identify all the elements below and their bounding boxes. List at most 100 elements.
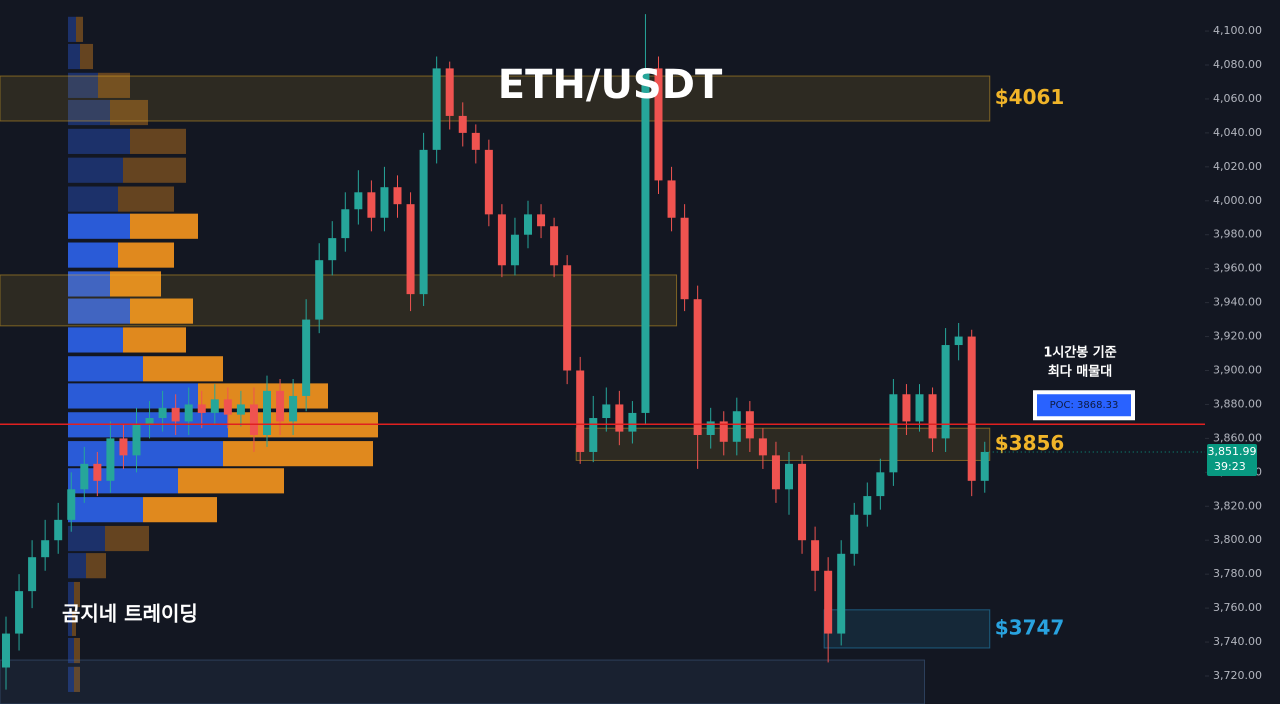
profile-sell: [76, 16, 83, 42]
candle-body: [315, 260, 324, 320]
candle-body: [758, 438, 767, 456]
candle-body: [706, 421, 715, 435]
profile-buy: [68, 43, 80, 70]
profile-buy: [68, 72, 98, 98]
profile-sell: [123, 157, 186, 183]
profile-buy: [68, 213, 130, 239]
candle-body: [263, 390, 271, 435]
chart-title: ETH/USDT: [498, 62, 723, 108]
profile-buy: [68, 383, 198, 409]
candle-body: [941, 345, 950, 439]
profile-buy: [68, 16, 76, 42]
y-tick-label: 4,040.00: [1213, 126, 1262, 139]
poc-label-box: [1037, 394, 1131, 417]
candle-body: [249, 404, 258, 435]
candle-body: [119, 438, 128, 456]
candle-body: [302, 319, 311, 396]
candle-body: [28, 557, 37, 592]
profile-buy: [68, 186, 118, 212]
candle-body: [771, 455, 780, 490]
profile-sell: [74, 581, 80, 608]
candle-body: [393, 187, 402, 205]
profile-sell: [98, 72, 130, 98]
candle-body: [145, 418, 154, 425]
candle-body: [54, 519, 63, 541]
y-tick-label: 4,100.00: [1213, 24, 1262, 37]
profile-sell: [118, 186, 174, 212]
candle-body: [2, 633, 10, 668]
candle-body: [184, 404, 193, 422]
candle-body: [954, 336, 963, 346]
zone-label: $3856: [995, 431, 1065, 455]
profile-buy: [68, 157, 123, 183]
candle-body: [863, 496, 872, 515]
candle-body: [928, 394, 937, 439]
y-tick-label: 3,900.00: [1213, 363, 1262, 376]
profile-sell: [74, 637, 80, 664]
poc-label: POC: 3868.33: [1050, 400, 1119, 411]
candle-body: [667, 180, 676, 218]
zone-label: $3747: [995, 615, 1065, 639]
profile-buy: [68, 497, 143, 523]
candle-body: [576, 370, 585, 452]
candle-body: [380, 187, 389, 218]
candle-body: [236, 404, 245, 415]
profile-buy: [68, 99, 110, 126]
candle-body: [328, 238, 337, 261]
candle-body: [132, 424, 141, 456]
annotation: 최다 매물대: [1048, 364, 1112, 380]
candle-body: [811, 540, 820, 571]
candle-body: [471, 132, 480, 150]
annotation: 1시간봉 기준: [1043, 345, 1116, 361]
profile-buy: [68, 356, 143, 382]
candle-body: [980, 451, 989, 481]
profile-buy: [68, 242, 118, 268]
candle-body: [785, 463, 793, 490]
y-tick-label: 3,880.00: [1213, 397, 1262, 410]
candle-body: [171, 407, 180, 422]
profile-sell: [130, 213, 198, 239]
profile-buy: [68, 441, 223, 467]
profile-buy: [68, 666, 74, 692]
y-tick-label: 3,740.00: [1213, 635, 1262, 648]
price-zone: [0, 274, 678, 327]
y-tick-label: 4,060.00: [1213, 92, 1262, 105]
profile-sell: [86, 553, 106, 579]
candle-body: [367, 192, 376, 218]
y-tick-label: 3,780.00: [1213, 567, 1262, 580]
candle-body: [550, 226, 559, 266]
y-tick-label: 3,760.00: [1213, 601, 1262, 614]
y-tick-label: 3,860.00: [1213, 431, 1262, 444]
candle-body: [41, 540, 50, 558]
candle-body: [589, 418, 598, 452]
last-price-tag: [1207, 443, 1257, 476]
y-tick-label: 3,960.00: [1213, 262, 1262, 275]
price-zone: [823, 609, 991, 649]
profile-sell: [118, 242, 174, 268]
y-tick-label: 3,820.00: [1213, 499, 1262, 512]
candle-body: [524, 214, 532, 235]
candle-body: [654, 68, 663, 181]
profile-sell: [178, 468, 284, 494]
candle-body: [276, 390, 285, 422]
candle-body: [615, 404, 624, 432]
candle-body: [197, 404, 206, 413]
profile-buy: [68, 128, 130, 154]
profile-buy: [68, 581, 74, 608]
candle-body: [889, 394, 898, 473]
y-tick-label: 3,980.00: [1213, 228, 1262, 241]
profile-sell: [110, 99, 148, 126]
y-tick-label: 3,720.00: [1213, 669, 1262, 682]
profile-buy: [68, 327, 123, 353]
candle-body: [432, 68, 441, 150]
candle-body: [497, 214, 506, 266]
candle-body: [628, 412, 637, 432]
profile-buy: [68, 525, 105, 552]
candle-body: [850, 514, 859, 554]
candle-body: [93, 463, 102, 481]
candle-body: [693, 299, 702, 435]
profile-sell: [130, 128, 186, 154]
candle-body: [824, 570, 833, 634]
candle-body: [837, 553, 846, 634]
candle-body: [732, 411, 741, 442]
